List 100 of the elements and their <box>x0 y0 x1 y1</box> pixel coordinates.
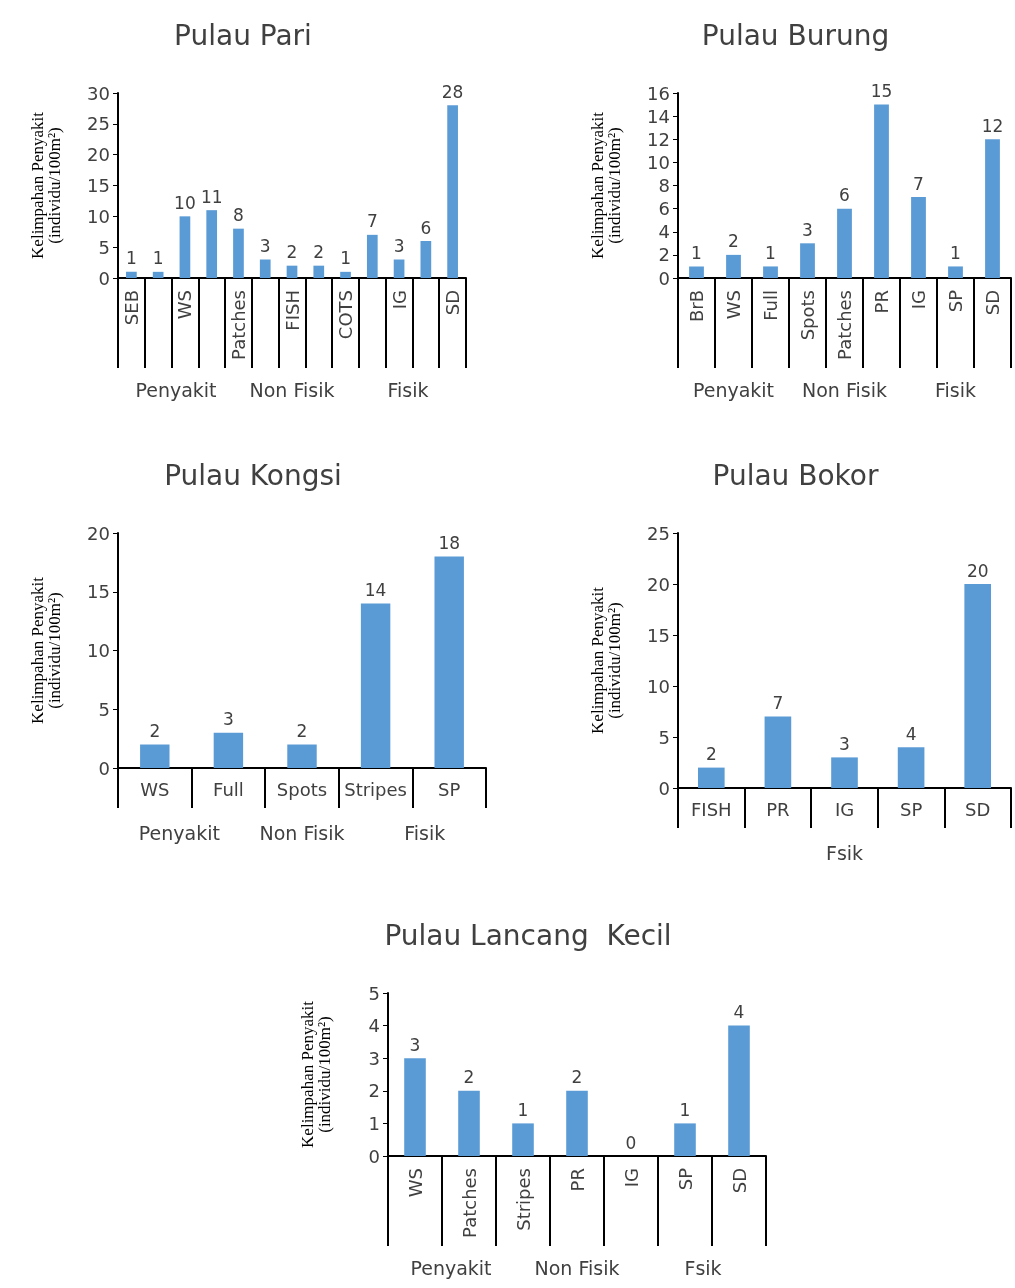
y-tick-label: 4 <box>368 1015 380 1037</box>
y-tick-label: 10 <box>87 640 110 661</box>
x-tick-label: Stripes <box>344 778 407 800</box>
y-tick-label: 6 <box>658 198 670 220</box>
bar <box>360 603 391 768</box>
y-axis-title: Kelimpahan Penyakit (individu/100m²) <box>28 111 64 259</box>
x-tick-label: SD <box>982 290 1003 316</box>
bar <box>259 259 271 278</box>
text: Penyakit <box>692 379 775 401</box>
y-tick-label: 30 <box>87 82 110 104</box>
y-tick-label: 0 <box>658 777 670 799</box>
bar <box>726 254 741 278</box>
bar <box>800 243 815 278</box>
text: Fisik <box>404 822 446 844</box>
data-label: 3 <box>802 219 813 240</box>
x-tick-label: SD <box>442 290 464 316</box>
y-tick-label: 25 <box>87 113 110 135</box>
data-label: 18 <box>438 533 461 553</box>
data-label: 15 <box>870 81 893 102</box>
data-label: 8 <box>233 205 244 226</box>
bar <box>689 266 704 278</box>
y-tick-label: 15 <box>647 624 670 646</box>
y-axis-title: Kelimpahan Penyakit (individu/100m²) <box>298 1000 334 1148</box>
x-tick-label: SP <box>438 778 461 800</box>
y-tick-label: 15 <box>87 581 110 603</box>
bar <box>697 767 725 788</box>
y-tick-label: 5 <box>98 236 110 258</box>
bar <box>911 197 926 278</box>
chart-title: Pulau Burung <box>701 18 890 52</box>
x-tick-label: PR <box>766 798 790 820</box>
y-tick-label: 10 <box>647 675 670 697</box>
data-label: 1 <box>125 248 137 269</box>
data-label: 3 <box>393 236 405 256</box>
x-tick-label: SP <box>674 1167 696 1191</box>
text: Non Fisik <box>259 822 345 844</box>
x-tick-label: SD <box>728 1168 750 1194</box>
y-tick-label: 10 <box>87 205 110 227</box>
bar <box>434 556 464 768</box>
y-tick-label: 25 <box>647 522 670 544</box>
data-label: 7 <box>772 693 784 714</box>
bar <box>512 1123 534 1156</box>
y-tick-label: 15 <box>87 175 110 196</box>
y-tick-label: 20 <box>647 573 670 595</box>
data-label: 3 <box>259 236 271 256</box>
data-label: 20 <box>966 560 989 581</box>
text: Fsik <box>684 1257 722 1279</box>
y-tick-label: 16 <box>647 82 670 104</box>
y-tick-label: 0 <box>658 267 670 289</box>
x-tick-label: SP <box>899 798 923 820</box>
chart-title: Pulau Lancang Kecil <box>384 918 672 952</box>
bar <box>837 208 852 278</box>
data-label: 2 <box>313 242 325 263</box>
y-tick-label: 12 <box>647 128 670 150</box>
x-tick-label: COTS <box>335 290 357 340</box>
y-tick-label: 14 <box>647 105 670 127</box>
x-tick-label: Full <box>760 290 781 321</box>
data-label: 11 <box>200 186 223 207</box>
data-label: 3 <box>839 733 850 754</box>
x-tick-label: WS <box>404 1168 426 1198</box>
bar <box>458 1090 480 1156</box>
x-tick-label: Spots <box>797 290 818 341</box>
x-tick-label: Stripes <box>512 1168 534 1231</box>
data-label: 6 <box>839 185 850 206</box>
text: Fisik <box>934 379 977 401</box>
x-tick-label: IG <box>388 290 410 310</box>
y-tick-label: 8 <box>658 175 670 196</box>
y-axis-title: Kelimpahan Penyakit (individu/100m²) <box>28 576 64 724</box>
x-tick-label: Patches <box>458 1168 480 1238</box>
bar <box>233 228 244 278</box>
text: Penyakit <box>135 379 217 401</box>
chart-title: Pulau Bokor <box>712 458 879 492</box>
bar <box>206 210 218 278</box>
bar <box>126 271 137 278</box>
bar <box>340 271 351 278</box>
bar <box>566 1090 588 1156</box>
text: Non Fisik <box>249 379 335 401</box>
data-label: 7 <box>913 173 924 194</box>
bar <box>728 1025 750 1156</box>
data-label: 6 <box>420 217 432 238</box>
bar <box>447 105 458 278</box>
data-label: 2 <box>705 744 717 765</box>
bar <box>179 216 191 278</box>
data-label: 2 <box>149 721 161 741</box>
data-label: 1 <box>765 242 776 263</box>
x-tick-label: SEB <box>120 290 142 326</box>
bar <box>964 584 992 788</box>
x-tick-label: WS <box>723 290 744 320</box>
bar <box>874 104 889 278</box>
bar <box>763 266 778 278</box>
y-tick-label: 2 <box>368 1080 380 1102</box>
x-tick-label: BrB <box>686 290 707 323</box>
x-tick-label: Spots <box>276 778 328 800</box>
data-label: 12 <box>981 115 1004 136</box>
bar <box>393 259 405 278</box>
bar <box>948 266 963 278</box>
bar <box>287 744 317 768</box>
bar <box>764 716 792 788</box>
data-label: 2 <box>571 1067 583 1088</box>
bar <box>985 139 1000 278</box>
data-label: 2 <box>286 242 298 263</box>
